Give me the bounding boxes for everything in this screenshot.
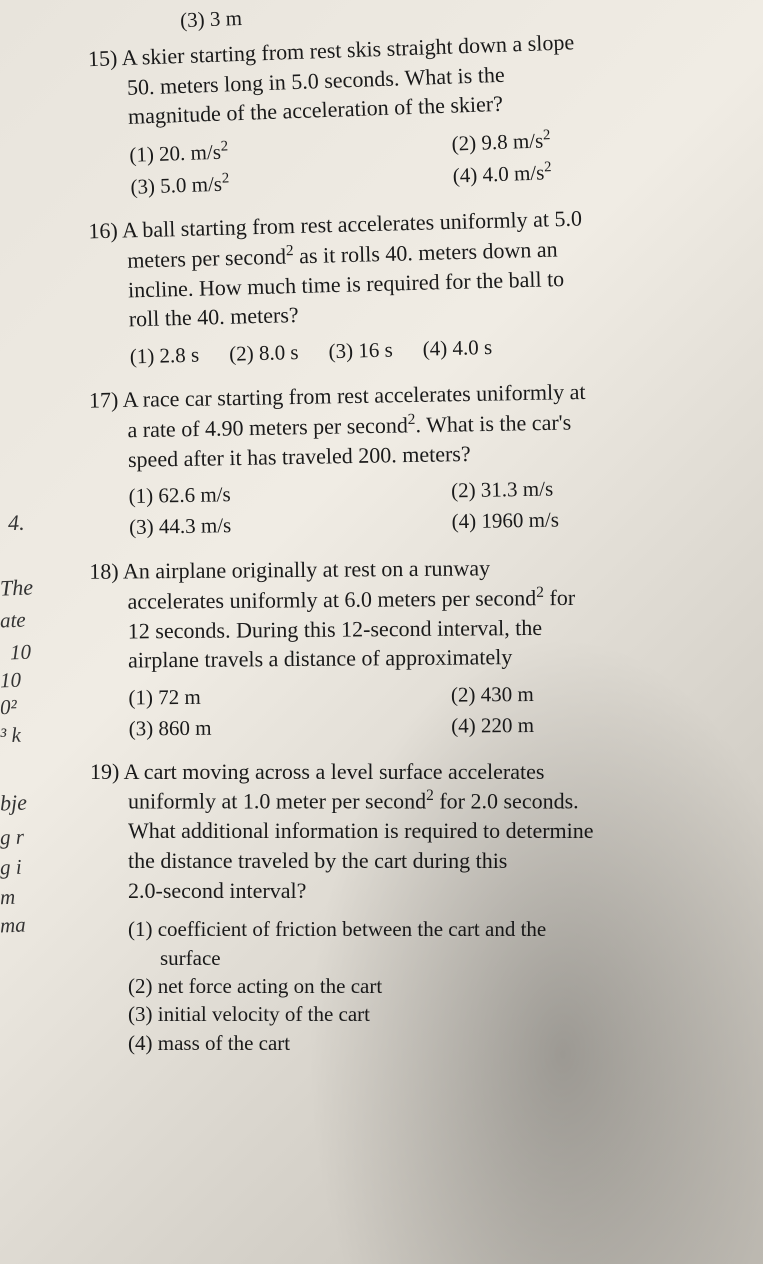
option-4: (4) mass of the cart xyxy=(128,1029,733,1057)
option-4: (4) 1960 m/s xyxy=(451,505,734,535)
options: (1) 72 m (2) 430 m (3) 860 m (4) 220 m xyxy=(90,680,733,742)
options: (1) coefficient of friction between the … xyxy=(90,915,733,1057)
margin-fragment: 10 xyxy=(0,668,21,694)
option-2: (2) 430 m xyxy=(451,680,734,707)
question-number: 18) xyxy=(89,558,119,583)
question-text: 15) A skier starting from rest skis stra… xyxy=(87,22,733,133)
margin-fragment: ³ k xyxy=(0,723,21,749)
margin-fragment: 0² xyxy=(0,695,17,721)
question-number: 17) xyxy=(89,387,119,413)
option-3: (3) 16 s xyxy=(328,338,393,365)
question-number: 16) xyxy=(88,218,118,244)
question-text: 19) A cart moving across a level surface… xyxy=(90,757,733,906)
option-4: (4) 4.0 m/s2 xyxy=(452,153,735,189)
question-15: 15) A skier starting from rest skis stra… xyxy=(87,22,735,201)
margin-fragment: 10 xyxy=(10,640,32,666)
option-3: (3) 44.3 m/s xyxy=(129,511,412,541)
option-2: (2) 31.3 m/s xyxy=(451,474,734,504)
margin-fragment: 4. xyxy=(8,510,25,537)
option-1: (1) coefficient of friction between the … xyxy=(128,915,733,972)
option-1: (1) 72 m xyxy=(128,683,411,710)
question-17: 17) A race car starting from rest accele… xyxy=(89,375,735,542)
question-19: 19) A cart moving across a level surface… xyxy=(90,757,733,1057)
option-3: (3) 860 m xyxy=(129,714,412,741)
question-number: 19) xyxy=(90,759,119,784)
option-2: (2) 8.0 s xyxy=(229,340,299,367)
question-text: 16) A ball starting from rest accelerate… xyxy=(88,200,734,336)
margin-fragment: g i xyxy=(0,855,22,881)
question-number: 15) xyxy=(88,45,118,71)
margin-fragment: ate xyxy=(0,608,26,634)
question-16: 16) A ball starting from rest accelerate… xyxy=(88,200,735,371)
question-text: 18) An airplane originally at rest on a … xyxy=(89,551,733,676)
margin-fragment: bje xyxy=(0,790,27,817)
option-2: (2) net force acting on the cart xyxy=(128,972,733,1000)
option-1: (1) 62.6 m/s xyxy=(128,480,411,510)
margin-fragment: m xyxy=(0,885,16,911)
option-4: (4) 4.0 s xyxy=(422,335,492,362)
question-18: 18) An airplane originally at rest on a … xyxy=(89,551,734,742)
option-3: (3) 5.0 m/s2 xyxy=(130,164,413,200)
margin-fragment: ma xyxy=(0,913,26,939)
margin-fragment: The xyxy=(0,574,33,601)
margin-fragment: g r xyxy=(0,825,24,851)
option-1: (1) 20. m/s2 xyxy=(129,132,412,168)
option-4: (4) 220 m xyxy=(451,711,734,738)
option-1: (1) 2.8 s xyxy=(129,343,199,370)
question-text: 17) A race car starting from rest accele… xyxy=(89,375,733,476)
option-2: (2) 9.8 m/s2 xyxy=(451,121,734,157)
options: (1) 2.8 s (2) 8.0 s (3) 16 s (4) 4.0 s xyxy=(91,329,734,371)
options: (1) 20. m/s2 (2) 9.8 m/s2 (3) 5.0 m/s2 (… xyxy=(91,121,736,201)
option-3: (3) initial velocity of the cart xyxy=(128,1000,733,1028)
options: (1) 62.6 m/s (2) 31.3 m/s (3) 44.3 m/s (… xyxy=(90,474,734,541)
